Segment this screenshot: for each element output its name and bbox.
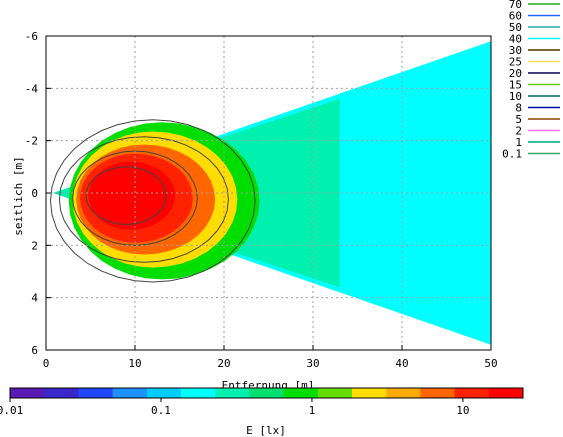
y-axis-ticks: -6 -4 -2 0 2 4 6 <box>25 30 51 357</box>
iso-lux-line <box>58 136 229 263</box>
legend-label: 8 <box>515 102 522 115</box>
colorbar-tick-label: 0.1 <box>151 404 171 417</box>
colorbar-tick-label: 10 <box>456 404 469 417</box>
iso-lux-contours <box>49 119 256 283</box>
colorbar-ticks: 0.01 0.1 1 10 <box>0 398 470 417</box>
colorbar-segment <box>249 388 285 398</box>
colorbar-segment <box>488 388 524 398</box>
y-tick-label: -4 <box>25 82 39 95</box>
colorbar-frame <box>9 387 524 399</box>
legend-label: 30 <box>509 44 522 57</box>
x-tick-label: 30 <box>306 357 319 370</box>
colorbar-segment <box>352 388 387 398</box>
colorbar-segment <box>215 388 250 398</box>
legend-label: 50 <box>509 21 522 34</box>
colorbar-segment <box>10 388 45 398</box>
colorbar-segment <box>181 388 216 398</box>
iso-lux-line <box>85 166 167 225</box>
y-tick-label: -6 <box>25 30 38 43</box>
legend-label: 5 <box>515 113 522 126</box>
y-axis-title: seitlich [m] <box>12 156 25 235</box>
colorbar-segment <box>44 388 79 398</box>
x-tick-label: 40 <box>395 357 408 370</box>
x-axis-ticks: 0 10 20 30 40 50 <box>43 345 498 370</box>
iso-lux-line <box>72 150 198 246</box>
colorbar-segment <box>112 388 148 398</box>
iso-lux-line <box>49 119 256 283</box>
colorbar <box>9 387 524 399</box>
y-tick-label: 0 <box>31 187 38 200</box>
legend-label: 40 <box>509 33 522 46</box>
legend-label: 70 <box>509 0 522 11</box>
legend-label: 15 <box>509 79 522 92</box>
colorbar-tick-label: 1 <box>309 404 316 417</box>
y-tick-label: 4 <box>31 292 38 305</box>
legend-label: 10 <box>509 90 522 103</box>
x-tick-label: 50 <box>484 357 497 370</box>
legend-label: 20 <box>509 67 522 80</box>
x-tick-label: 20 <box>217 357 230 370</box>
colorbar-segment <box>386 388 421 398</box>
x-tick-label: 10 <box>128 357 141 370</box>
grid-lines <box>46 36 491 350</box>
y-tick-label: 2 <box>31 239 38 252</box>
colorbar-segment <box>78 388 114 398</box>
colorbar-segment <box>146 388 182 398</box>
legend-label: 25 <box>509 56 522 69</box>
surface-band <box>88 161 175 230</box>
colorbar-tick-label: 0.01 <box>0 404 23 417</box>
legend-label: 0.1 <box>502 148 522 161</box>
colorbar-segment <box>454 388 490 398</box>
colorbar-segment <box>317 388 353 398</box>
legend-label: 60 <box>509 10 522 23</box>
y-tick-label: -2 <box>25 135 38 148</box>
y-tick-label: 6 <box>31 344 38 357</box>
legend-label: 1 <box>515 136 522 149</box>
colorbar-title: E [lx] <box>246 424 286 437</box>
colorbar-segment <box>283 388 319 398</box>
x-tick-label: 0 <box>43 357 50 370</box>
colorbar-segment <box>420 388 456 398</box>
legend-label: 2 <box>515 125 522 138</box>
